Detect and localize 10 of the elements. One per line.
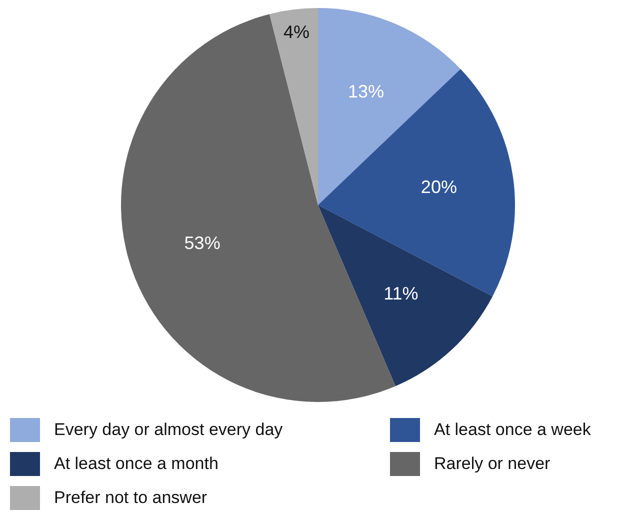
legend-label: At least once a week — [434, 420, 591, 440]
data-label: 13% — [348, 82, 384, 102]
legend-label: Every day or almost every day — [54, 420, 283, 440]
legend-label: Rarely or never — [434, 454, 550, 474]
legend-label: Prefer not to answer — [54, 488, 208, 508]
data-label: 4% — [283, 22, 310, 42]
data-label: 53% — [184, 233, 220, 254]
data-label: 20% — [420, 176, 457, 197]
data-label: 11% — [384, 284, 418, 304]
legend-label: At least once a month — [54, 454, 218, 474]
